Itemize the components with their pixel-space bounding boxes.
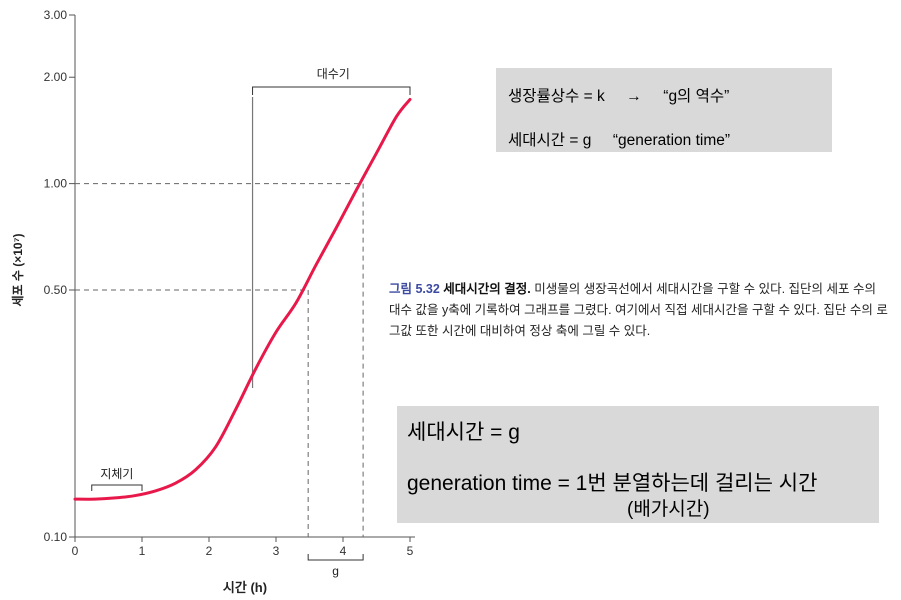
growth-rate-note-box: 생장률상수 = k → “g의 역수” 세대시간 = g “generation… <box>496 68 832 152</box>
y-axis-label: 세포 수 (×10⁷) <box>10 233 25 306</box>
x-tick-label: 5 <box>407 544 414 558</box>
generation-time-box: 세대시간 = g generation time = 1번 분열하는데 걸리는 … <box>397 406 879 523</box>
y-ticks: 0.10 0.50 1.00 2.00 3.00 <box>44 8 75 544</box>
y-tick-label: 2.00 <box>44 70 68 84</box>
doubling-time-note: (배가시간) <box>627 499 710 520</box>
phase-brackets: 지체기 대수기 g <box>91 67 411 578</box>
g-interval-bracket <box>307 554 364 561</box>
lag-phase-bracket <box>91 484 143 491</box>
figure-caption: 그림 5.32 세대시간의 결정. 미생물의 생장곡선에서 세대시간을 구할 수… <box>389 279 889 342</box>
figure-number: 그림 5.32 <box>389 282 440 296</box>
reference-lines <box>75 183 364 537</box>
generation-time-definition: generation time = 1번 분열하는데 걸리는 시간 <box>407 472 818 495</box>
log-phase-label: 대수기 <box>317 67 350 81</box>
x-axis-label: 시간 (h) <box>223 580 267 595</box>
x-tick-label: 0 <box>72 544 79 558</box>
x-tick-label: 4 <box>340 544 347 558</box>
x-tick-label: 3 <box>273 544 280 558</box>
growth-curve-line <box>73 97 412 501</box>
log-phase-bracket <box>252 86 411 95</box>
x-ticks: 0 1 2 3 4 5 <box>72 537 414 558</box>
y-tick-label: 3.00 <box>44 8 68 22</box>
y-tick-label: 1.00 <box>44 177 68 191</box>
figure-caption-body: 미생물의 생장곡선에서 세대시간을 구할 수 있다. 집단의 세포 수의 대수 … <box>389 282 888 338</box>
y-tick-label: 0.10 <box>44 530 68 544</box>
growth-rate-line: 생장률상수 = k → “g의 역수” <box>508 88 730 105</box>
x-tick-label: 1 <box>139 544 146 558</box>
lag-phase-label: 지체기 <box>100 467 133 481</box>
chart-axes <box>74 15 415 538</box>
x-tick-label: 2 <box>206 544 213 558</box>
generation-time-heading: 세대시간 = g <box>407 421 520 444</box>
y-tick-label: 0.50 <box>44 283 68 297</box>
g-interval-label: g <box>332 564 339 578</box>
generation-time-line: 세대시간 = g “generation time” <box>508 132 731 149</box>
figure-title: 세대시간의 결정. <box>443 282 531 296</box>
